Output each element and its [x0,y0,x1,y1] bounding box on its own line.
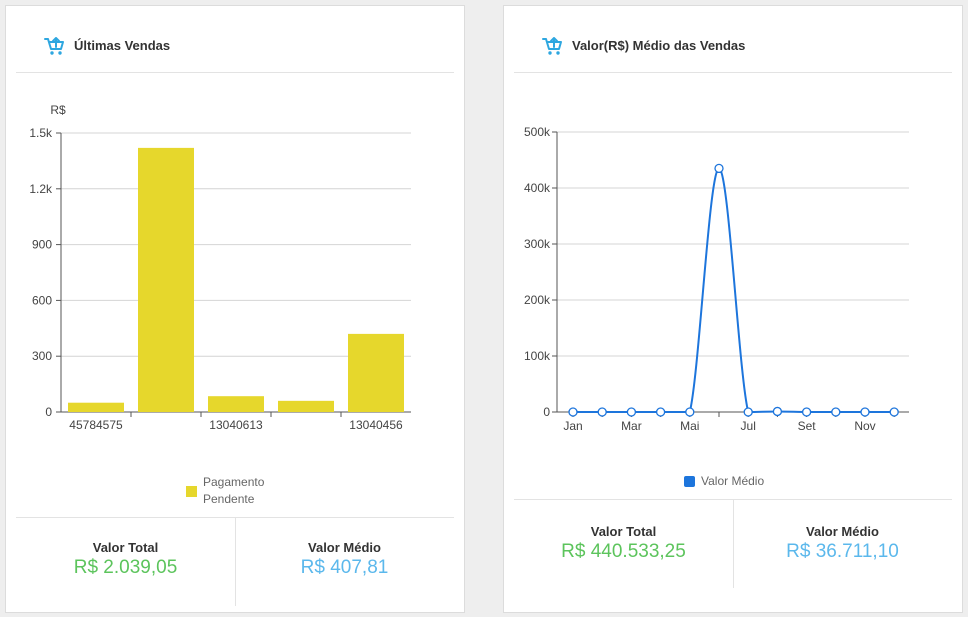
panel-title: Últimas Vendas [74,38,171,53]
panel-header: Últimas Vendas [16,6,454,73]
average-value-amount: R$ 36.711,10 [786,541,899,562]
total-value-amount: R$ 2.039,05 [73,557,178,578]
total-value-label: Valor Total [590,524,657,539]
average-value-stat: Valor Médio R$ 407,81 [235,540,454,579]
average-value-label: Valor Médio [806,524,879,539]
panel-title: Valor(R$) Médio das Vendas [572,38,746,53]
y-tick-label: 0 [543,405,550,419]
total-value-stat: Valor Total R$ 440.533,25 [514,524,733,563]
legend-label: Valor Médio [701,474,765,488]
x-tick-label: Set [798,419,817,433]
legend-label-line2: Pendente [203,492,255,506]
y-tick-label: 900 [32,238,52,252]
x-tick-label: Nov [854,419,875,433]
total-value-label: Valor Total [92,540,159,555]
bar [278,400,334,412]
total-value-amount: R$ 440.533,25 [561,541,686,562]
stats-divider [733,500,734,588]
y-tick-label: 500k [524,125,551,139]
cart-upload-icon [542,37,562,55]
average-value-stat: Valor Médio R$ 36.711,10 [733,524,952,563]
series-line [573,167,895,414]
average-sales-line-chart: 0 100k 200k 300k 400k 500k Jan Mar Mai Jul Set Nov [524,125,909,433]
data-point [655,407,666,417]
y-tick-label: 300 [32,349,52,363]
y-tick-label: 200k [524,293,551,307]
legend-label-line1: Pagamento [203,475,265,489]
bar [68,402,124,412]
average-value-label: Valor Médio [308,540,381,555]
data-point [626,407,637,417]
data-point [597,407,607,417]
y-tick-label: 0 [45,405,52,419]
bar-chart-legend[interactable]: Pagamento Pendente [186,474,306,510]
x-tick-label: 13040613 [209,418,263,432]
panel-header: Valor(R$) Médio das Vendas [514,6,952,73]
data-point [568,407,578,417]
sales-summary: Valor Total R$ 440.533,25 Valor Médio R$… [514,499,952,590]
bar [348,333,404,412]
bar [208,396,264,412]
average-value-amount: R$ 407,81 [300,557,389,578]
x-tick-label: Jul [741,419,756,433]
total-value-stat: Valor Total R$ 2.039,05 [16,540,235,579]
legend-swatch [684,476,695,487]
x-tick-label: Mai [680,419,699,433]
y-tick-label: 1.2k [29,182,53,196]
latest-sales-panel: Últimas Vendas 0 300 600 900 1.2k 1.5k R$ 45784… [5,5,465,613]
cart-upload-icon [44,37,64,55]
x-tick-label: 13040456 [349,418,403,432]
data-point [743,407,753,417]
line-chart-legend[interactable]: Valor Médio [684,473,804,491]
y-tick-label: 100k [524,349,551,363]
data-point [772,406,783,417]
x-tick-label: Mar [621,419,642,433]
y-tick-label: 400k [524,181,551,195]
x-tick-label: Jan [563,419,582,433]
data-point [801,407,812,417]
bar [138,147,194,412]
y-tick-label: 1.5k [29,126,53,140]
data-point [714,163,724,174]
data-point [685,407,695,417]
sales-summary: Valor Total R$ 2.039,05 Valor Médio R$ 4… [16,517,454,608]
average-sales-panel: Valor(R$) Médio das Vendas 0 100k 200k 300k… [503,5,963,613]
y-tick-label: 600 [32,293,52,307]
data-point [860,407,870,417]
y-axis-label: R$ [50,103,66,117]
latest-sales-bar-chart: 0 300 600 900 1.2k 1.5k R$ 45784575 13040613 1304… [29,103,411,432]
data-point [831,407,841,417]
x-tick-label: 45784575 [69,418,123,432]
y-tick-label: 300k [524,237,551,251]
legend-swatch [186,486,197,497]
data-point [889,407,899,417]
stats-divider [235,518,236,606]
